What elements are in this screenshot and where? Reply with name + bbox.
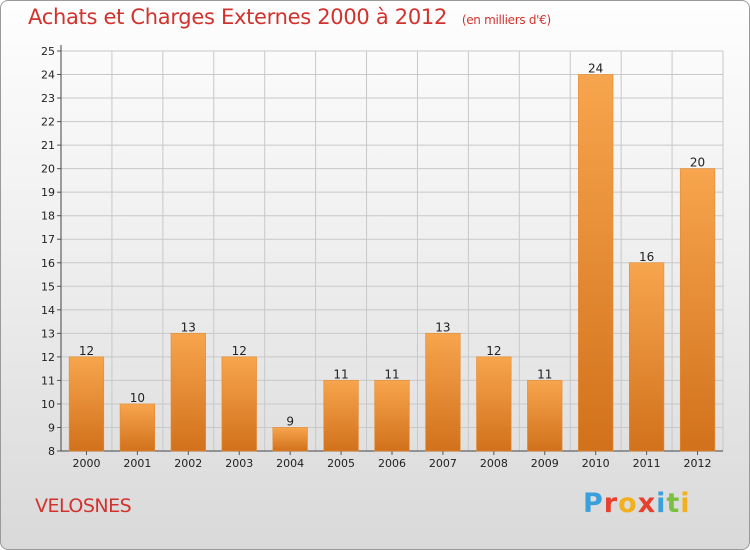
x-tick-label: 2001 xyxy=(123,457,151,470)
x-tick-label: 2008 xyxy=(480,457,508,470)
logo-letter: P xyxy=(583,488,604,519)
logo-letter: i xyxy=(656,488,667,519)
x-tick-label: 2012 xyxy=(684,457,712,470)
y-tick-label: 18 xyxy=(41,210,55,223)
data-label: 13 xyxy=(181,320,196,334)
data-label: 10 xyxy=(130,391,145,405)
bar xyxy=(119,403,155,452)
bar xyxy=(323,380,359,452)
y-tick-label: 17 xyxy=(41,233,55,246)
x-tick-label: 2002 xyxy=(174,457,202,470)
y-tick-label: 21 xyxy=(41,139,55,152)
chart-title-main: Achats et Charges Externes 2000 à 2012 xyxy=(28,5,448,29)
data-label: 11 xyxy=(537,367,552,381)
town-name: VELOSNES xyxy=(35,495,132,517)
bar xyxy=(527,380,563,452)
data-label: 13 xyxy=(435,320,450,334)
logo-letter: o xyxy=(618,488,638,519)
y-tick-label: 10 xyxy=(41,398,55,411)
data-label: 12 xyxy=(79,344,94,358)
bar xyxy=(425,333,461,452)
bar xyxy=(578,74,614,452)
y-tick-label: 15 xyxy=(41,280,55,293)
bar xyxy=(374,380,410,452)
bar xyxy=(272,427,308,452)
logo-letter: t xyxy=(666,488,681,519)
data-label: 24 xyxy=(588,62,603,76)
y-tick-label: 13 xyxy=(41,327,55,340)
logo-letter: r xyxy=(603,488,619,519)
bar xyxy=(221,356,257,452)
data-label: 11 xyxy=(333,367,348,381)
y-tick-label: 14 xyxy=(41,304,55,317)
bar xyxy=(170,333,206,452)
x-tick-label: 2003 xyxy=(225,457,253,470)
x-tick-label: 2011 xyxy=(633,457,661,470)
x-tick-label: 2006 xyxy=(378,457,406,470)
chart-title: Achats et Charges Externes 2000 à 2012 (… xyxy=(28,5,551,29)
data-label: 11 xyxy=(384,367,399,381)
bar xyxy=(679,168,716,452)
bar xyxy=(68,356,105,452)
x-tick-label: 2007 xyxy=(429,457,457,470)
y-tick-label: 8 xyxy=(48,445,55,458)
logo-letter: x xyxy=(637,488,657,519)
logo-letter: i xyxy=(680,488,691,519)
data-label: 9 xyxy=(286,414,294,428)
bar xyxy=(629,262,665,452)
y-tick-label: 19 xyxy=(41,186,55,199)
bars xyxy=(68,74,716,452)
y-tick-label: 9 xyxy=(48,421,55,434)
x-tick-label: 2009 xyxy=(531,457,559,470)
y-tick-label: 23 xyxy=(41,92,55,105)
data-label: 12 xyxy=(232,344,247,358)
proxiti-logo[interactable]: Proxiti xyxy=(583,488,691,519)
x-tick-label: 2004 xyxy=(276,457,304,470)
x-tick-label: 2000 xyxy=(72,457,100,470)
y-tick-label: 22 xyxy=(41,116,55,129)
chart-title-unit: (en milliers d'€) xyxy=(461,13,551,27)
data-label: 12 xyxy=(486,344,501,358)
data-label: 20 xyxy=(690,156,705,170)
y-tick-label: 16 xyxy=(41,257,55,270)
x-tick-label: 2005 xyxy=(327,457,355,470)
data-label: 16 xyxy=(639,250,654,264)
y-tick-label: 25 xyxy=(41,45,55,58)
x-tick-label: 2010 xyxy=(582,457,610,470)
bar xyxy=(476,356,512,452)
data-labels: 12 10 13 12 9 11 11 13 12 11 24 16 20 xyxy=(79,62,705,429)
y-tick-label: 24 xyxy=(41,69,55,82)
y-tick-label: 20 xyxy=(41,163,55,176)
y-tick-label: 12 xyxy=(41,351,55,364)
y-tick-label: 11 xyxy=(41,374,55,387)
